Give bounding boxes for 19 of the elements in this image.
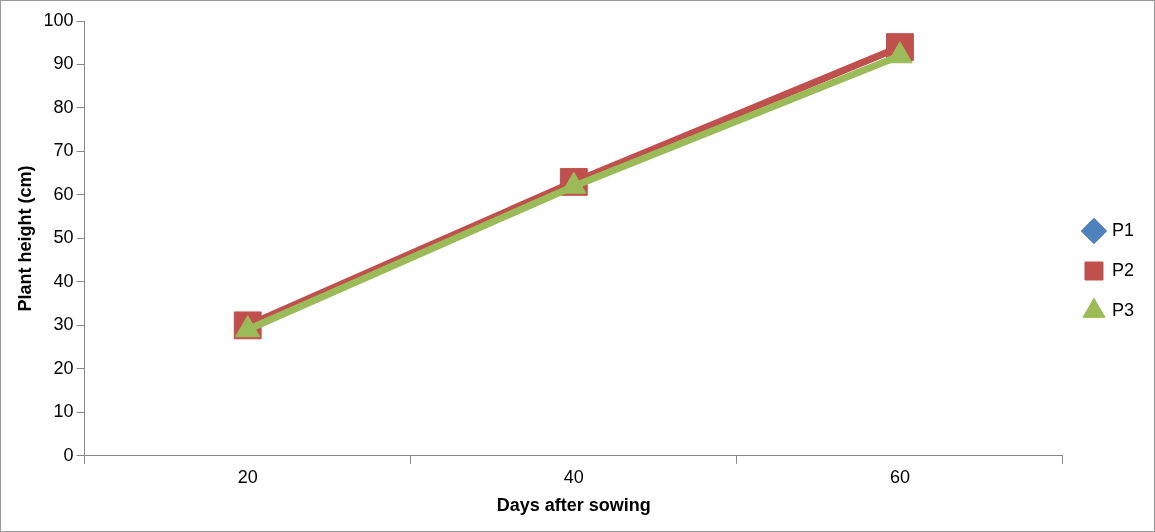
- legend-label: P1: [1111, 219, 1135, 240]
- y-tick-label: 10: [53, 401, 74, 422]
- y-tick-label: 80: [53, 96, 74, 117]
- y-tick-label: 60: [53, 183, 74, 204]
- x-tick-label: 60: [889, 466, 910, 487]
- y-tick-label: 50: [53, 227, 74, 248]
- y-axis-title: Plant height (cm): [14, 165, 35, 312]
- y-tick-label: 100: [43, 9, 74, 30]
- x-axis-title: Days after sowing: [496, 495, 651, 516]
- y-tick-label: 30: [53, 314, 74, 335]
- legend-label: P2: [1111, 259, 1135, 280]
- y-tick-label: 70: [53, 140, 74, 161]
- x-tick-label: 20: [237, 466, 258, 487]
- legend-label: P3: [1111, 299, 1135, 320]
- y-tick-label: 90: [53, 53, 74, 74]
- y-tick-label: 20: [53, 357, 74, 378]
- y-tick-label: 0: [63, 444, 74, 465]
- y-tick-label: 40: [53, 270, 74, 291]
- x-tick-label: 40: [563, 466, 584, 487]
